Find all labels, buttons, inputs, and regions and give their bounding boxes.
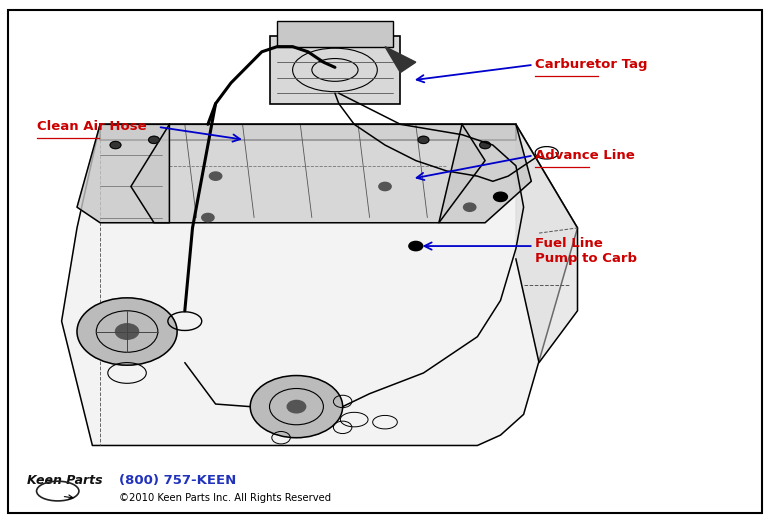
Text: (800) 757-KEEN: (800) 757-KEEN (119, 474, 236, 487)
Text: Keen Parts: Keen Parts (27, 474, 102, 487)
Circle shape (209, 172, 222, 180)
Polygon shape (385, 47, 416, 73)
Polygon shape (62, 124, 578, 445)
Circle shape (116, 324, 139, 339)
Circle shape (494, 192, 507, 202)
Circle shape (250, 376, 343, 438)
Circle shape (418, 136, 429, 143)
FancyBboxPatch shape (270, 36, 400, 104)
Circle shape (110, 141, 121, 149)
Polygon shape (131, 124, 485, 223)
Circle shape (379, 182, 391, 191)
Circle shape (77, 298, 177, 365)
Polygon shape (100, 124, 516, 140)
Text: Carburetor Tag: Carburetor Tag (535, 58, 648, 71)
Polygon shape (516, 124, 578, 363)
Text: ©2010 Keen Parts Inc. All Rights Reserved: ©2010 Keen Parts Inc. All Rights Reserve… (119, 493, 331, 503)
Polygon shape (77, 124, 169, 223)
Polygon shape (439, 124, 531, 223)
Circle shape (202, 213, 214, 222)
Circle shape (149, 136, 159, 143)
FancyBboxPatch shape (277, 21, 393, 47)
Text: Fuel Line
Pump to Carb: Fuel Line Pump to Carb (535, 237, 637, 265)
Circle shape (409, 241, 423, 251)
Circle shape (287, 400, 306, 413)
Circle shape (464, 203, 476, 211)
Text: Advance Line: Advance Line (535, 149, 635, 162)
Text: Clean Air Hose: Clean Air Hose (37, 120, 146, 134)
Circle shape (480, 141, 490, 149)
